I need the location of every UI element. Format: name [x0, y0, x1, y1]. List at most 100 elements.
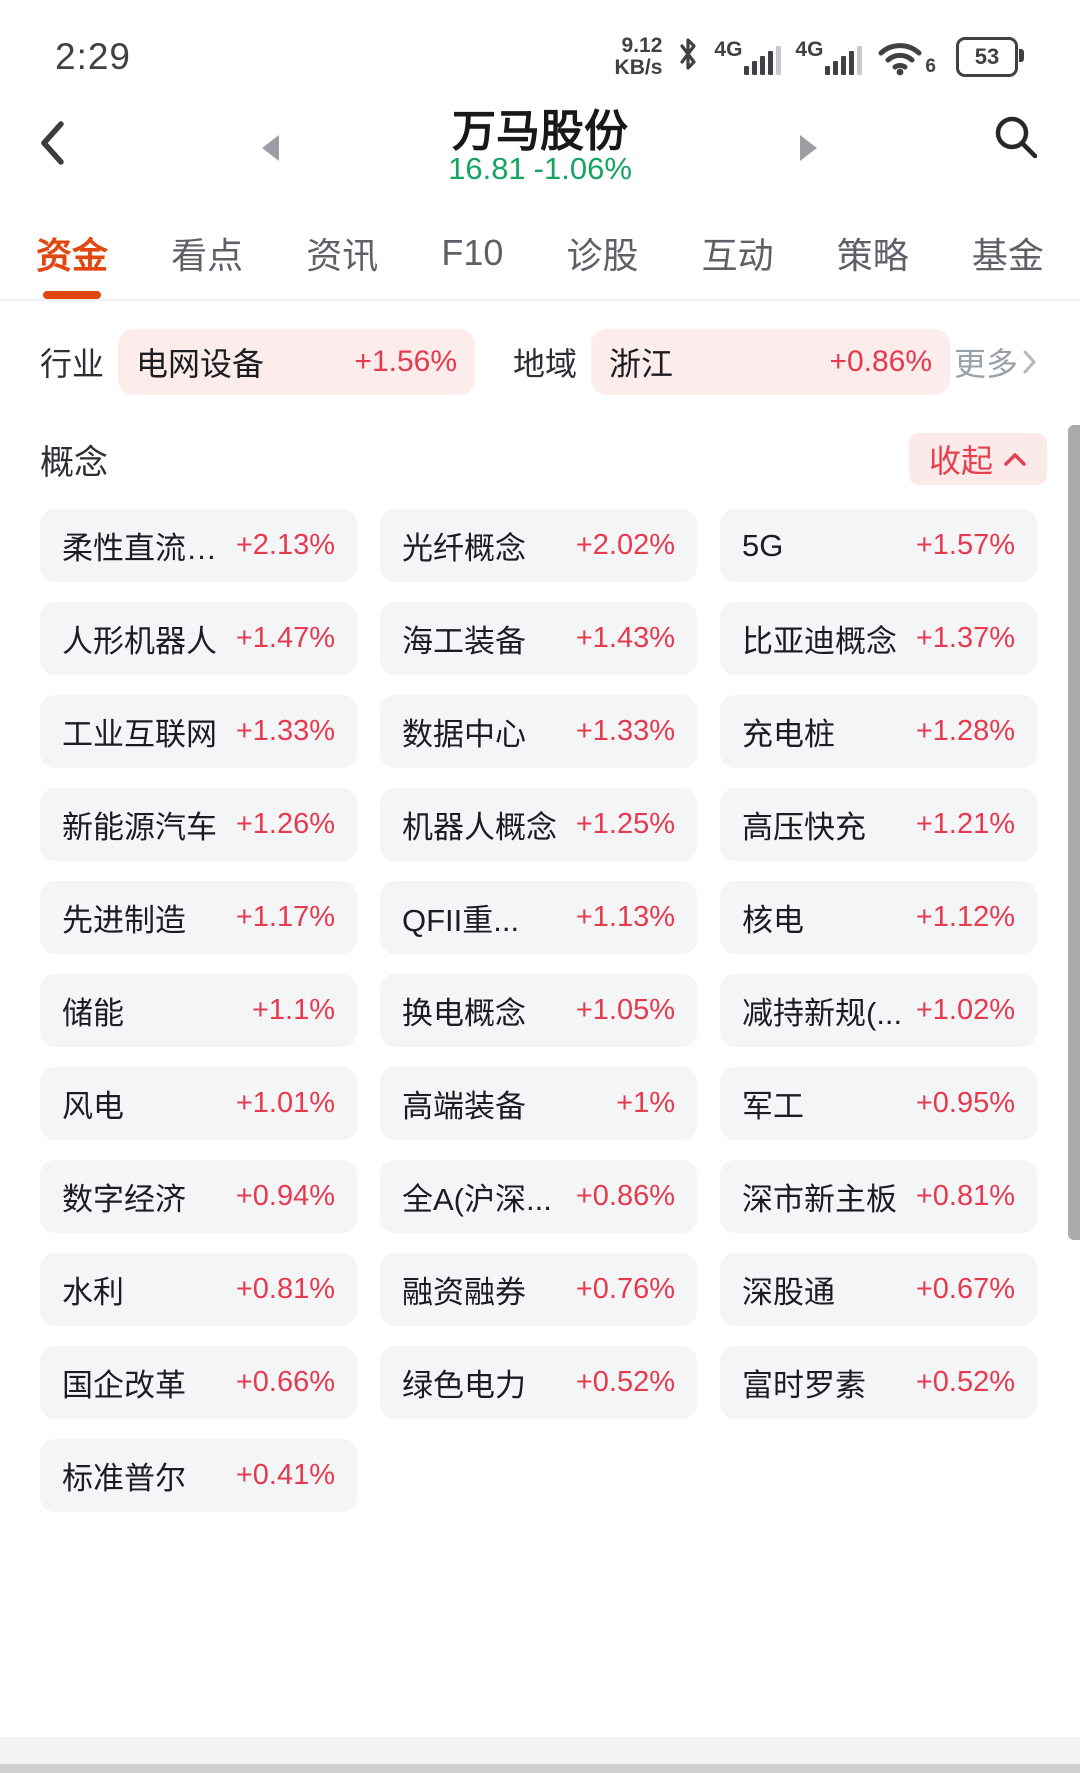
- concept-tag[interactable]: 先进制造 +1.17%: [40, 881, 357, 954]
- region-label: 地域: [513, 346, 578, 382]
- concept-tag[interactable]: 新能源汽车 +1.26%: [40, 788, 357, 861]
- concept-name: 先进制造: [62, 903, 186, 938]
- concept-name: 核电: [742, 903, 804, 938]
- concept-tag[interactable]: 人形机器人 +1.47%: [40, 602, 357, 675]
- industry-pct: +1.56%: [354, 345, 458, 378]
- concept-name: 减持新规(...: [742, 996, 903, 1031]
- concept-tag[interactable]: 高端装备 +1%: [380, 1067, 697, 1140]
- concept-pct: +0.52%: [575, 1366, 675, 1398]
- concept-name: 全A(沪深...: [402, 1182, 552, 1217]
- concept-tag[interactable]: 光纤概念 +2.02%: [380, 509, 697, 582]
- industry-name: 电网设备: [136, 346, 265, 382]
- concept-tag[interactable]: 工业互联网 +1.33%: [40, 695, 357, 768]
- concept-name: 机器人概念: [402, 810, 557, 845]
- search-icon[interactable]: [992, 113, 1040, 166]
- concept-tag[interactable]: 比亚迪概念 +1.37%: [720, 602, 1037, 675]
- back-button[interactable]: [36, 117, 70, 169]
- concept-tag[interactable]: 柔性直流输... +2.13%: [40, 509, 357, 582]
- collapse-label: 收起: [928, 443, 993, 479]
- cellular-signal-icon-1: 4G: [714, 38, 782, 75]
- concept-tag[interactable]: 储能 +1.1%: [40, 974, 357, 1047]
- region-name: 浙江: [609, 346, 674, 382]
- wifi-generation-label: 6: [925, 55, 936, 77]
- concept-tag[interactable]: 绿色电力 +0.52%: [380, 1346, 697, 1419]
- concept-name: 水利: [62, 1275, 124, 1310]
- concept-name: 深股通: [742, 1275, 835, 1310]
- cellular-signal-icon-2: 4G: [795, 38, 863, 75]
- industry-label: 行业: [40, 346, 105, 382]
- tab-诊股[interactable]: 诊股: [566, 235, 639, 276]
- concept-pct: +0.66%: [235, 1366, 335, 1398]
- concept-tag[interactable]: 风电 +1.01%: [40, 1067, 357, 1140]
- next-stock-icon[interactable]: [800, 135, 817, 161]
- battery-level: 53: [974, 43, 1000, 69]
- tab-F10[interactable]: F10: [441, 232, 504, 273]
- concept-pct: +0.41%: [235, 1459, 335, 1491]
- concept-tag[interactable]: 深市新主板 +0.81%: [720, 1160, 1037, 1233]
- concept-tag[interactable]: 核电 +1.12%: [720, 881, 1037, 954]
- concept-tag[interactable]: 机器人概念 +1.25%: [380, 788, 697, 861]
- concept-name: 富时罗素: [742, 1368, 866, 1403]
- scrollbar[interactable]: [1068, 425, 1080, 1240]
- concept-tag[interactable]: 充电桩 +1.28%: [720, 695, 1037, 768]
- more-button[interactable]: 更多: [954, 339, 1038, 385]
- concept-tag[interactable]: 数据中心 +1.33%: [380, 695, 697, 768]
- concept-tag[interactable]: 富时罗素 +0.52%: [720, 1346, 1037, 1419]
- concept-name: 数字经济: [62, 1182, 186, 1217]
- concept-pct: +0.67%: [915, 1273, 1015, 1305]
- concept-tag[interactable]: 海工装备 +1.43%: [380, 602, 697, 675]
- region-pct: +0.86%: [829, 345, 933, 378]
- cellular-type-label: 4G: [795, 38, 824, 61]
- concept-tag[interactable]: 军工 +0.95%: [720, 1067, 1037, 1140]
- concept-tag[interactable]: QFII重... +1.13%: [380, 881, 697, 954]
- chevron-right-icon: [1023, 350, 1036, 374]
- concept-tag[interactable]: 5G +1.57%: [720, 509, 1037, 582]
- concept-section-label: 概念: [40, 443, 108, 482]
- header: 万马股份 16.81 -1.06%: [0, 95, 1080, 211]
- concept-pct: +1.33%: [575, 715, 675, 747]
- battery-icon: 53: [956, 36, 1024, 77]
- concept-name: 充电桩: [742, 717, 835, 752]
- concept-tag[interactable]: 全A(沪深... +0.86%: [380, 1160, 697, 1233]
- concept-pct: +2.13%: [235, 529, 335, 561]
- concept-name: 深市新主板: [742, 1182, 897, 1217]
- concept-name: 绿色电力: [402, 1368, 526, 1403]
- industry-pill[interactable]: 电网设备 +1.56%: [118, 329, 476, 395]
- concept-pct: +0.76%: [575, 1273, 675, 1305]
- concept-pct: +1.57%: [915, 529, 1015, 561]
- concept-tag[interactable]: 换电概念 +1.05%: [380, 974, 697, 1047]
- concept-pct: +1.05%: [575, 994, 675, 1026]
- concept-pct: +1.1%: [251, 994, 335, 1026]
- concept-name: 光纤概念: [402, 531, 526, 566]
- tab-基金[interactable]: 基金: [971, 235, 1044, 276]
- concept-pct: +1%: [616, 1087, 675, 1119]
- status-icons: 9.12 KB/s 4G 4G 6: [614, 34, 1024, 79]
- tab-互动[interactable]: 互动: [701, 235, 774, 276]
- concept-pct: +2.02%: [575, 529, 675, 561]
- concept-name: 风电: [62, 1089, 124, 1124]
- collapse-button[interactable]: 收起: [908, 433, 1047, 485]
- concept-name: 国企改革: [62, 1368, 186, 1403]
- concept-tag[interactable]: 水利 +0.81%: [40, 1253, 357, 1326]
- concept-tag[interactable]: 融资融券 +0.76%: [380, 1253, 697, 1326]
- tab-资讯[interactable]: 资讯: [306, 235, 379, 276]
- concept-tag[interactable]: 减持新规(... +1.02%: [720, 974, 1037, 1047]
- concept-pct: +0.52%: [915, 1366, 1015, 1398]
- concept-tag[interactable]: 国企改革 +0.66%: [40, 1346, 357, 1419]
- tab-看点[interactable]: 看点: [171, 235, 244, 276]
- concept-tag[interactable]: 深股通 +0.67%: [720, 1253, 1037, 1326]
- tab-bar: 资金 看点 资讯 F10 诊股 互动 策略 基金: [0, 211, 1080, 301]
- tab-资金[interactable]: 资金: [36, 227, 108, 283]
- region-pill[interactable]: 浙江 +0.86%: [591, 329, 951, 395]
- prev-stock-icon[interactable]: [262, 135, 279, 161]
- concept-name: 融资融券: [402, 1275, 526, 1310]
- network-speed-unit: KB/s: [614, 55, 663, 79]
- tab-策略[interactable]: 策略: [836, 235, 909, 276]
- more-label: 更多: [953, 346, 1018, 382]
- stock-title: 万马股份: [452, 107, 628, 156]
- concept-pct: +0.95%: [915, 1087, 1015, 1119]
- concept-tag[interactable]: 标准普尔 +0.41%: [40, 1439, 357, 1512]
- concept-tag[interactable]: 高压快充 +1.21%: [720, 788, 1037, 861]
- concept-tag[interactable]: 数字经济 +0.94%: [40, 1160, 357, 1233]
